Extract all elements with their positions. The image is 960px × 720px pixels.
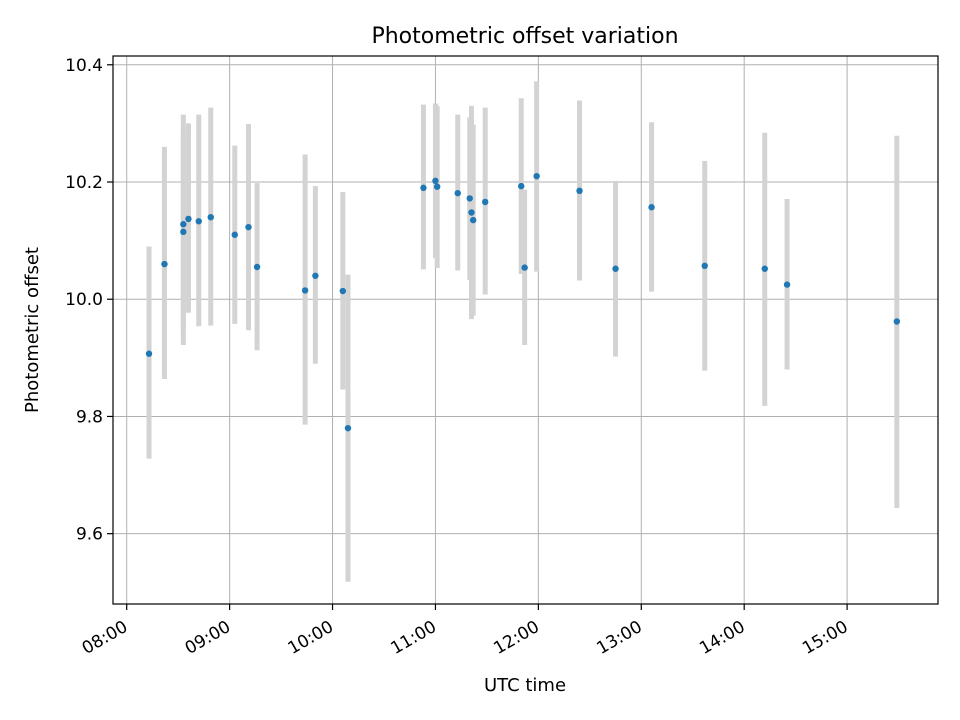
data-point bbox=[420, 184, 427, 192]
data-point bbox=[521, 264, 528, 271]
data-point bbox=[481, 198, 489, 206]
data-point bbox=[576, 187, 583, 195]
data-point bbox=[207, 213, 214, 221]
data-point bbox=[433, 183, 441, 190]
data-point bbox=[301, 287, 309, 294]
data-point bbox=[761, 265, 768, 272]
data-point bbox=[180, 228, 187, 236]
data-point bbox=[466, 195, 473, 202]
data-point bbox=[469, 216, 477, 224]
data-point bbox=[344, 424, 352, 432]
data-point bbox=[648, 204, 655, 211]
y-tick-label: 10.2 bbox=[65, 173, 103, 193]
data-point bbox=[893, 318, 901, 325]
data-point bbox=[185, 215, 192, 223]
x-axis-label: UTC time bbox=[484, 675, 566, 696]
data-point bbox=[245, 223, 252, 231]
data-point bbox=[612, 265, 619, 272]
data-point bbox=[312, 272, 319, 279]
chart-title: Photometric offset variation bbox=[371, 24, 678, 49]
data-point bbox=[518, 182, 525, 190]
data-point bbox=[454, 189, 461, 197]
data-point bbox=[339, 287, 347, 295]
data-point bbox=[161, 260, 168, 268]
data-point bbox=[180, 221, 187, 228]
data-point bbox=[231, 231, 238, 238]
y-tick-label: 10.0 bbox=[65, 290, 103, 310]
data-point bbox=[432, 177, 439, 185]
y-axis-ticks: 9.6 9.8 10.0 10.2 10.4 bbox=[65, 56, 113, 545]
plot-frame bbox=[112, 55, 939, 605]
y-axis-label: Photometric offset bbox=[22, 247, 43, 413]
data-point bbox=[253, 263, 261, 271]
data-point bbox=[533, 172, 540, 180]
y-tick-label: 9.8 bbox=[76, 407, 103, 427]
y-tick-label: 10.4 bbox=[65, 56, 103, 76]
data-point bbox=[783, 281, 791, 288]
data-point bbox=[195, 218, 202, 225]
data-point bbox=[145, 350, 153, 357]
data-points bbox=[145, 172, 901, 432]
y-tick-label: 9.6 bbox=[76, 525, 103, 545]
data-point bbox=[468, 209, 475, 216]
data-point bbox=[701, 262, 708, 270]
